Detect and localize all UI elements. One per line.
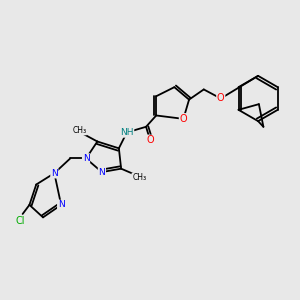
Text: N: N (83, 154, 89, 163)
Text: Cl: Cl (16, 216, 25, 226)
Text: CH₃: CH₃ (132, 173, 146, 182)
Text: O: O (180, 114, 187, 124)
Text: N: N (51, 169, 58, 178)
Text: O: O (147, 135, 154, 146)
Text: CH₃: CH₃ (72, 126, 86, 135)
Text: NH: NH (120, 128, 134, 137)
Text: N: N (58, 200, 64, 209)
Text: O: O (217, 94, 225, 103)
Text: N: N (98, 168, 105, 177)
